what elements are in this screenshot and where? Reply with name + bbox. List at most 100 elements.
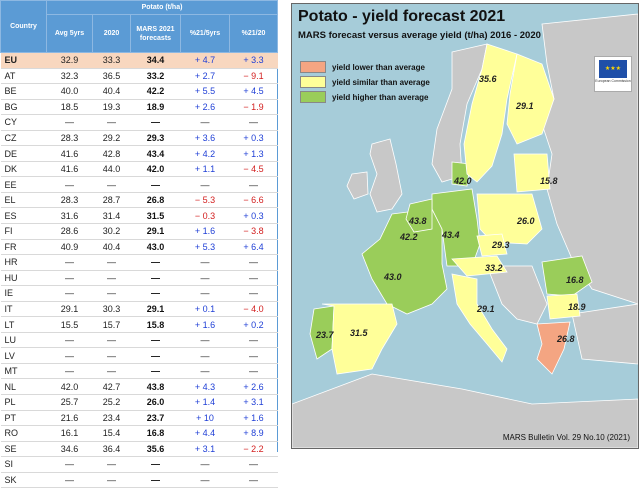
cell-mars2021: 42.2 [130,83,181,100]
cell-mars2021: — [130,363,181,380]
cell-avg5: 41.6 [46,145,93,162]
country: LU [0,332,47,349]
cell-pct-5yrs: + 3.1 [180,441,230,458]
cell-avg5: 28.3 [46,130,93,147]
table-row: HU — — — — — [0,270,278,287]
map-subtitle: MARS forecast versus average yield (t/ha… [298,30,541,41]
land-africa [292,373,638,448]
cell-pct-5yrs: + 1.1 [180,161,230,178]
cell-mars2021: — [130,176,181,193]
country: PT [0,410,47,427]
cell-avg5: 29.1 [46,301,93,318]
cell-mars2021: 29.1 [130,301,181,318]
cell-mars2021: 34.4 [130,52,181,69]
cell-pct-5yrs: + 4.2 [180,145,230,162]
cell-pct-5yrs: + 3.6 [180,130,230,147]
cell-pct-20: — [229,332,278,349]
cell-pct-5yrs: + 1.6 [180,316,230,333]
cell-mars2021: — [130,472,181,488]
cell-2020: — [92,332,131,349]
cell-avg5: 21.6 [46,410,93,427]
cell-2020: 30.2 [92,223,131,240]
table-row: EL 28.3 28.7 26.8− 5.3− 6.6 [0,192,278,209]
cell-2020: — [92,270,131,287]
cell-pct-5yrs: — [180,363,230,380]
cell-2020: 44.0 [92,161,131,178]
eu-flag-label: European Commission [595,79,631,83]
bulletin-caption: MARS Bulletin Vol. 29 No.10 (2021) [502,433,630,442]
cell-2020: — [92,285,131,302]
region-finland [506,53,555,145]
cell-avg5: 32.9 [46,52,93,69]
cell-pct-5yrs: + 4.7 [180,52,230,69]
table-row: PL 25.7 25.2 26.0 + 1.4 + 3.1 [0,394,278,411]
country: DK [0,161,47,178]
cell-2020: 28.7 [92,192,131,209]
cell-mars2021: 42.0 [130,161,181,178]
cell-pct-5yrs: — [180,347,230,364]
country: NL [0,378,47,396]
country: LV [0,347,47,364]
cell-pct-20: + 0.2 [229,316,278,333]
region-spain [321,303,398,375]
cell-pct-5yrs: — [180,456,230,473]
cell-pct-20: — [229,347,278,364]
cell-pct-20: — [229,472,278,488]
country: FR [0,239,47,256]
region-poland [476,193,543,245]
region-italy [451,273,508,363]
cell-pct-20: — [229,363,278,380]
cell-avg5: 32.3 [46,68,93,85]
map-value-pt: 23.7 [316,330,334,340]
cell-avg5: — [46,332,93,349]
header-pct-5yrs: %21/5yrs [180,14,230,53]
cell-pct-5yrs: + 1.4 [180,394,230,411]
table-row: DK 41.6 44.0 42.0 + 1.1− 4.5 [0,161,278,178]
cell-2020: 19.3 [92,99,131,116]
header-country: Country [0,0,47,53]
table-row: MT — — — — — [0,363,278,380]
legend-lower: yield lower than average [300,61,425,73]
cell-2020: 15.7 [92,316,131,333]
region-czechia [476,233,508,257]
cell-pct-5yrs: — [180,285,230,302]
country: FI [0,223,47,240]
legend-similar-swatch [300,76,326,88]
legend-higher: yield higher than average [300,91,428,103]
map-title: Potato - yield forecast 2021 [298,8,506,25]
cell-pct-5yrs: − 0.3 [180,207,230,225]
cell-mars2021: 26.0 [130,394,181,411]
map-value-pl: 26.0 [517,216,535,226]
legend-higher-swatch [300,91,326,103]
cell-mars2021: 29.1 [130,223,181,240]
cell-pct-20: + 2.6 [229,378,278,396]
cell-2020: — [92,456,131,473]
region-sweden [463,43,518,183]
table-body: EU 32.9 33.3 34.4 + 4.7 + 3.3 AT 32.3 36.5 33.2 + … [0,52,278,488]
cell-2020: 23.4 [92,410,131,427]
land-balkans [486,265,548,325]
cell-pct-5yrs: — [180,332,230,349]
cell-avg5: — [46,285,93,302]
cell-2020: 42.7 [92,378,131,396]
cell-2020: 31.4 [92,207,131,225]
cell-mars2021: — [130,332,181,349]
cell-2020: — [92,176,131,193]
country: SI [0,456,47,473]
europe-map [292,13,638,448]
cell-avg5: 42.0 [46,378,93,396]
header-potato: Potato (t/ha) [45,0,279,15]
cell-2020: — [92,363,131,380]
cell-avg5: 28.6 [46,223,93,240]
cell-mars2021: 33.2 [130,68,181,85]
cell-mars2021: — [130,456,181,473]
table-row: LT 15.5 15.7 15.8 + 1.6 + 0.2 [0,316,278,333]
cell-2020: — [92,347,131,364]
cell-pct-20: — [229,176,278,193]
country: EU [0,52,47,69]
table-row: CY — — — — — [0,114,278,131]
cell-pct-20: − 9.1 [229,68,278,85]
eu-flag-logo: ★★★ European Commission [594,56,632,92]
cell-2020: 15.4 [92,425,131,442]
region-austria [451,255,508,277]
